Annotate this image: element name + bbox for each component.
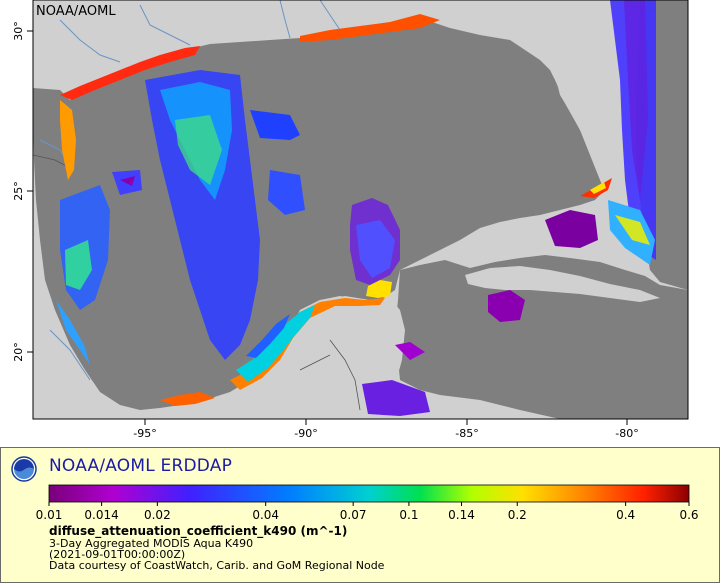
data-credit: Data courtesy of CoastWatch, Carib. and … xyxy=(49,559,385,572)
brand-title: NOAA/AOML ERDDAP xyxy=(49,456,233,476)
time-stamp: (2021-09-01T00:00:00Z) xyxy=(49,548,186,561)
colorbar-tick-label: 0.07 xyxy=(340,508,367,522)
colorbar-tick-label: 0.6 xyxy=(679,508,698,522)
colorbar-tick-label: 0.14 xyxy=(448,508,475,522)
florida-land xyxy=(540,0,640,195)
lat-axis: 30° 25° 20° xyxy=(12,21,33,362)
colorbar: 0.01 0.014 0.02 0.04 0.07 0.1 0.14 0.2 0.4 0.6 xyxy=(36,484,699,522)
lon-tick-label-85: -85° xyxy=(455,427,478,440)
map-canvas: 30° 25° 20° -95° -90° -85° -80° xyxy=(12,0,689,440)
borders xyxy=(32,154,361,411)
variable-name: diffuse_attenuation_coefficient_k490 (m^… xyxy=(49,524,348,538)
lon-tick-label-80: -80° xyxy=(615,427,638,440)
lon-tick-label-95: -95° xyxy=(133,427,156,440)
colorbar-tick-label: 0.2 xyxy=(508,508,527,522)
k490-data-offshore xyxy=(60,0,656,416)
lat-tick-label-25: 25° xyxy=(12,181,25,201)
lat-tick-label-20: 20° xyxy=(12,342,25,362)
legend-panel: NOAA/AOML ERDDAP 0.01 0.014 0.02 0.04 0.07 0.… xyxy=(0,447,720,583)
colorbar-tick-label: 0.4 xyxy=(616,508,635,522)
colorbar-tick-label: 0.1 xyxy=(399,508,418,522)
rivers xyxy=(39,0,341,381)
source-tag: NOAA/AOML xyxy=(36,4,116,19)
map-panel: 30° 25° 20° -95° -90° -85° -80° NOAA/AOM… xyxy=(12,0,689,440)
noaa-logo-icon xyxy=(11,456,37,482)
colorbar-tick-label: 0.014 xyxy=(84,508,118,522)
colorbar-tick-label: 0.04 xyxy=(252,508,279,522)
colorbar-gradient xyxy=(48,484,690,503)
lon-axis: -95° -90° -85° -80° xyxy=(133,419,639,440)
colorbar-tick-label: 0.01 xyxy=(36,508,63,522)
plot-frame xyxy=(32,0,689,420)
colorbar-ticks: 0.01 0.014 0.02 0.04 0.07 0.1 0.14 0.2 0.4 0.6 xyxy=(36,502,699,522)
colorbar-tick-label: 0.02 xyxy=(144,508,171,522)
cuba-land xyxy=(465,266,660,302)
lon-tick-label-90: -90° xyxy=(294,427,317,440)
dataset-title: 3-Day Aggregated MODIS Aqua K490 xyxy=(49,537,254,550)
lat-tick-label-30: 30° xyxy=(12,21,25,41)
k490-data-coastal xyxy=(56,14,612,406)
